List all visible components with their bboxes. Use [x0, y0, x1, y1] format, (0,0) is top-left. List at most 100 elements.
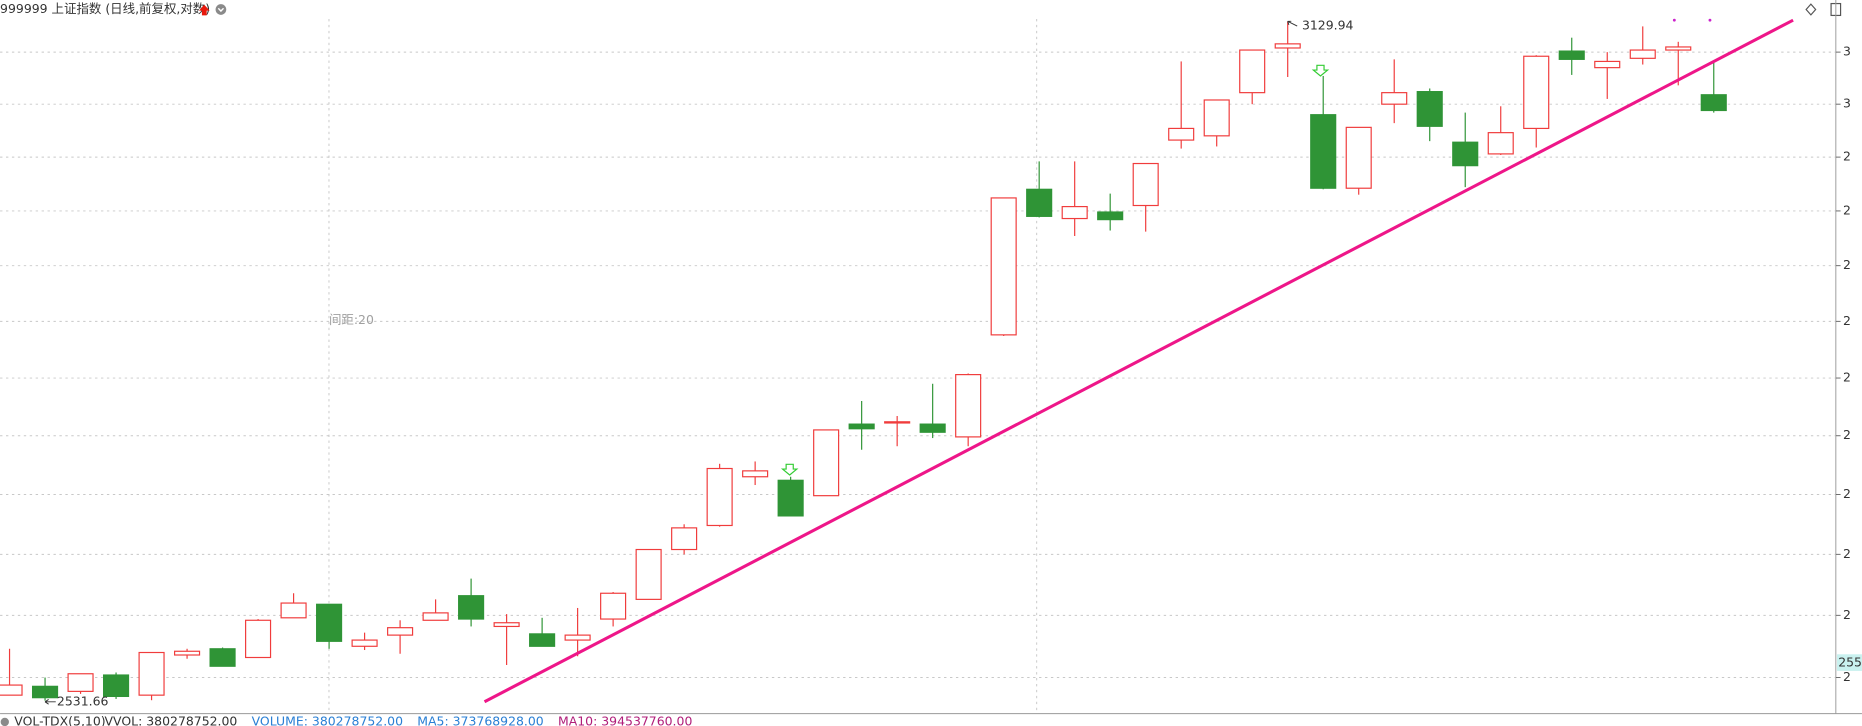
candle — [209, 647, 236, 667]
candle-body — [1452, 141, 1479, 167]
chart-title: 999999 上证指数 (日线,前复权,对数) — [0, 1, 210, 16]
candle-body — [1168, 127, 1195, 141]
candle — [245, 619, 272, 659]
candle-body — [529, 633, 556, 647]
candle-body — [31, 685, 59, 699]
candle — [1629, 26, 1656, 65]
signal-arrow — [780, 463, 799, 476]
candle-body — [280, 602, 307, 619]
candle-body — [1061, 205, 1088, 220]
candle-body — [777, 479, 804, 517]
candle-body — [138, 651, 165, 696]
indicator-value: MA10: 394537760.00 — [558, 713, 692, 726]
candle-body — [1310, 114, 1337, 189]
y-tick-label: 2 — [1843, 546, 1851, 561]
candle-body — [67, 673, 94, 692]
candle-body — [1629, 49, 1656, 59]
y-tick-label: 2 — [1843, 427, 1851, 442]
indicator-menu-icon[interactable] — [0, 717, 9, 726]
candle-body — [1594, 60, 1621, 69]
candle — [1381, 59, 1408, 124]
candle — [1310, 75, 1337, 190]
candle-body — [1239, 49, 1266, 94]
candle — [31, 677, 59, 701]
candle — [777, 476, 804, 517]
min-pointer — [44, 699, 56, 705]
price-tag-box — [1837, 654, 1862, 671]
candle — [884, 416, 911, 447]
signal-dot — [1708, 18, 1712, 22]
candle — [493, 614, 520, 665]
interval-label: 间距:20 — [329, 312, 374, 327]
candle — [1594, 52, 1621, 99]
candle — [1097, 193, 1124, 231]
candle-body — [848, 423, 875, 430]
candle-body — [458, 595, 485, 620]
candle — [1523, 55, 1550, 148]
candle — [600, 592, 627, 627]
candle-body — [1558, 50, 1585, 60]
candle — [280, 593, 307, 619]
candle-body — [635, 548, 662, 600]
menu-icon-chevron — [217, 7, 225, 13]
candle-body — [1026, 188, 1053, 217]
candle — [848, 400, 875, 450]
indicator-value: VOLUME: 380278752.00 — [252, 713, 403, 726]
y-tick-label: 2 — [1843, 202, 1851, 217]
y-tick-label: 2 — [1843, 313, 1851, 328]
y-tick-label: 2 — [1843, 669, 1851, 684]
candle — [1061, 161, 1088, 236]
candle-body — [564, 634, 591, 641]
candle-body — [245, 619, 272, 659]
candle — [1452, 112, 1479, 188]
candle-body — [990, 197, 1017, 336]
max-pointer — [1287, 20, 1298, 27]
candle — [955, 373, 982, 447]
candle-body — [1132, 162, 1159, 207]
candle — [67, 673, 94, 694]
diamond-icon[interactable] — [1805, 3, 1817, 16]
candle-body — [955, 374, 982, 438]
candle — [813, 429, 840, 497]
candle — [174, 648, 201, 659]
candle — [919, 383, 946, 439]
candle-body — [422, 612, 449, 621]
candle — [102, 672, 130, 699]
grid-layer: 3 3 2 2 2 2 2 2 2 2 2 2 — [0, 44, 1851, 684]
candle-body — [1345, 126, 1372, 189]
candle — [1416, 88, 1443, 142]
candle — [1132, 162, 1159, 232]
indicator-name: VOL-TDX(5,10) — [14, 713, 105, 726]
candle-body — [174, 650, 201, 656]
candle-body — [1487, 132, 1514, 155]
indicator-value: VVOL: 380278752.00 — [105, 713, 238, 726]
candle — [387, 620, 414, 654]
trend-line — [483, 18, 1794, 704]
candle — [0, 648, 23, 696]
candle — [1168, 61, 1195, 149]
up-arrow-icon — [198, 4, 210, 16]
min-label: 2531.66 — [57, 693, 109, 708]
y-tick-label: 3 — [1843, 96, 1851, 111]
candle — [990, 197, 1017, 337]
candle-body — [600, 592, 627, 620]
candle-body — [102, 674, 130, 698]
candle — [1345, 126, 1372, 195]
candle — [1239, 49, 1266, 105]
y-tick-label: 2 — [1843, 257, 1851, 272]
candle-body — [209, 648, 236, 667]
price-tag: 255( — [1838, 655, 1862, 670]
candle-body — [919, 423, 946, 433]
y-tick-label: 2 — [1843, 370, 1851, 385]
candle-body — [742, 470, 769, 478]
y-tick-label: 2 — [1843, 149, 1851, 164]
candle-body — [884, 421, 911, 424]
candle-body — [706, 467, 733, 527]
candle-body — [1523, 55, 1550, 130]
candle-body — [1665, 46, 1692, 51]
candle-layer: 3129.94 2531.66 — [0, 18, 1727, 708]
candle — [138, 651, 165, 701]
candle-body — [1097, 211, 1124, 221]
menu-icon[interactable] — [215, 4, 227, 15]
